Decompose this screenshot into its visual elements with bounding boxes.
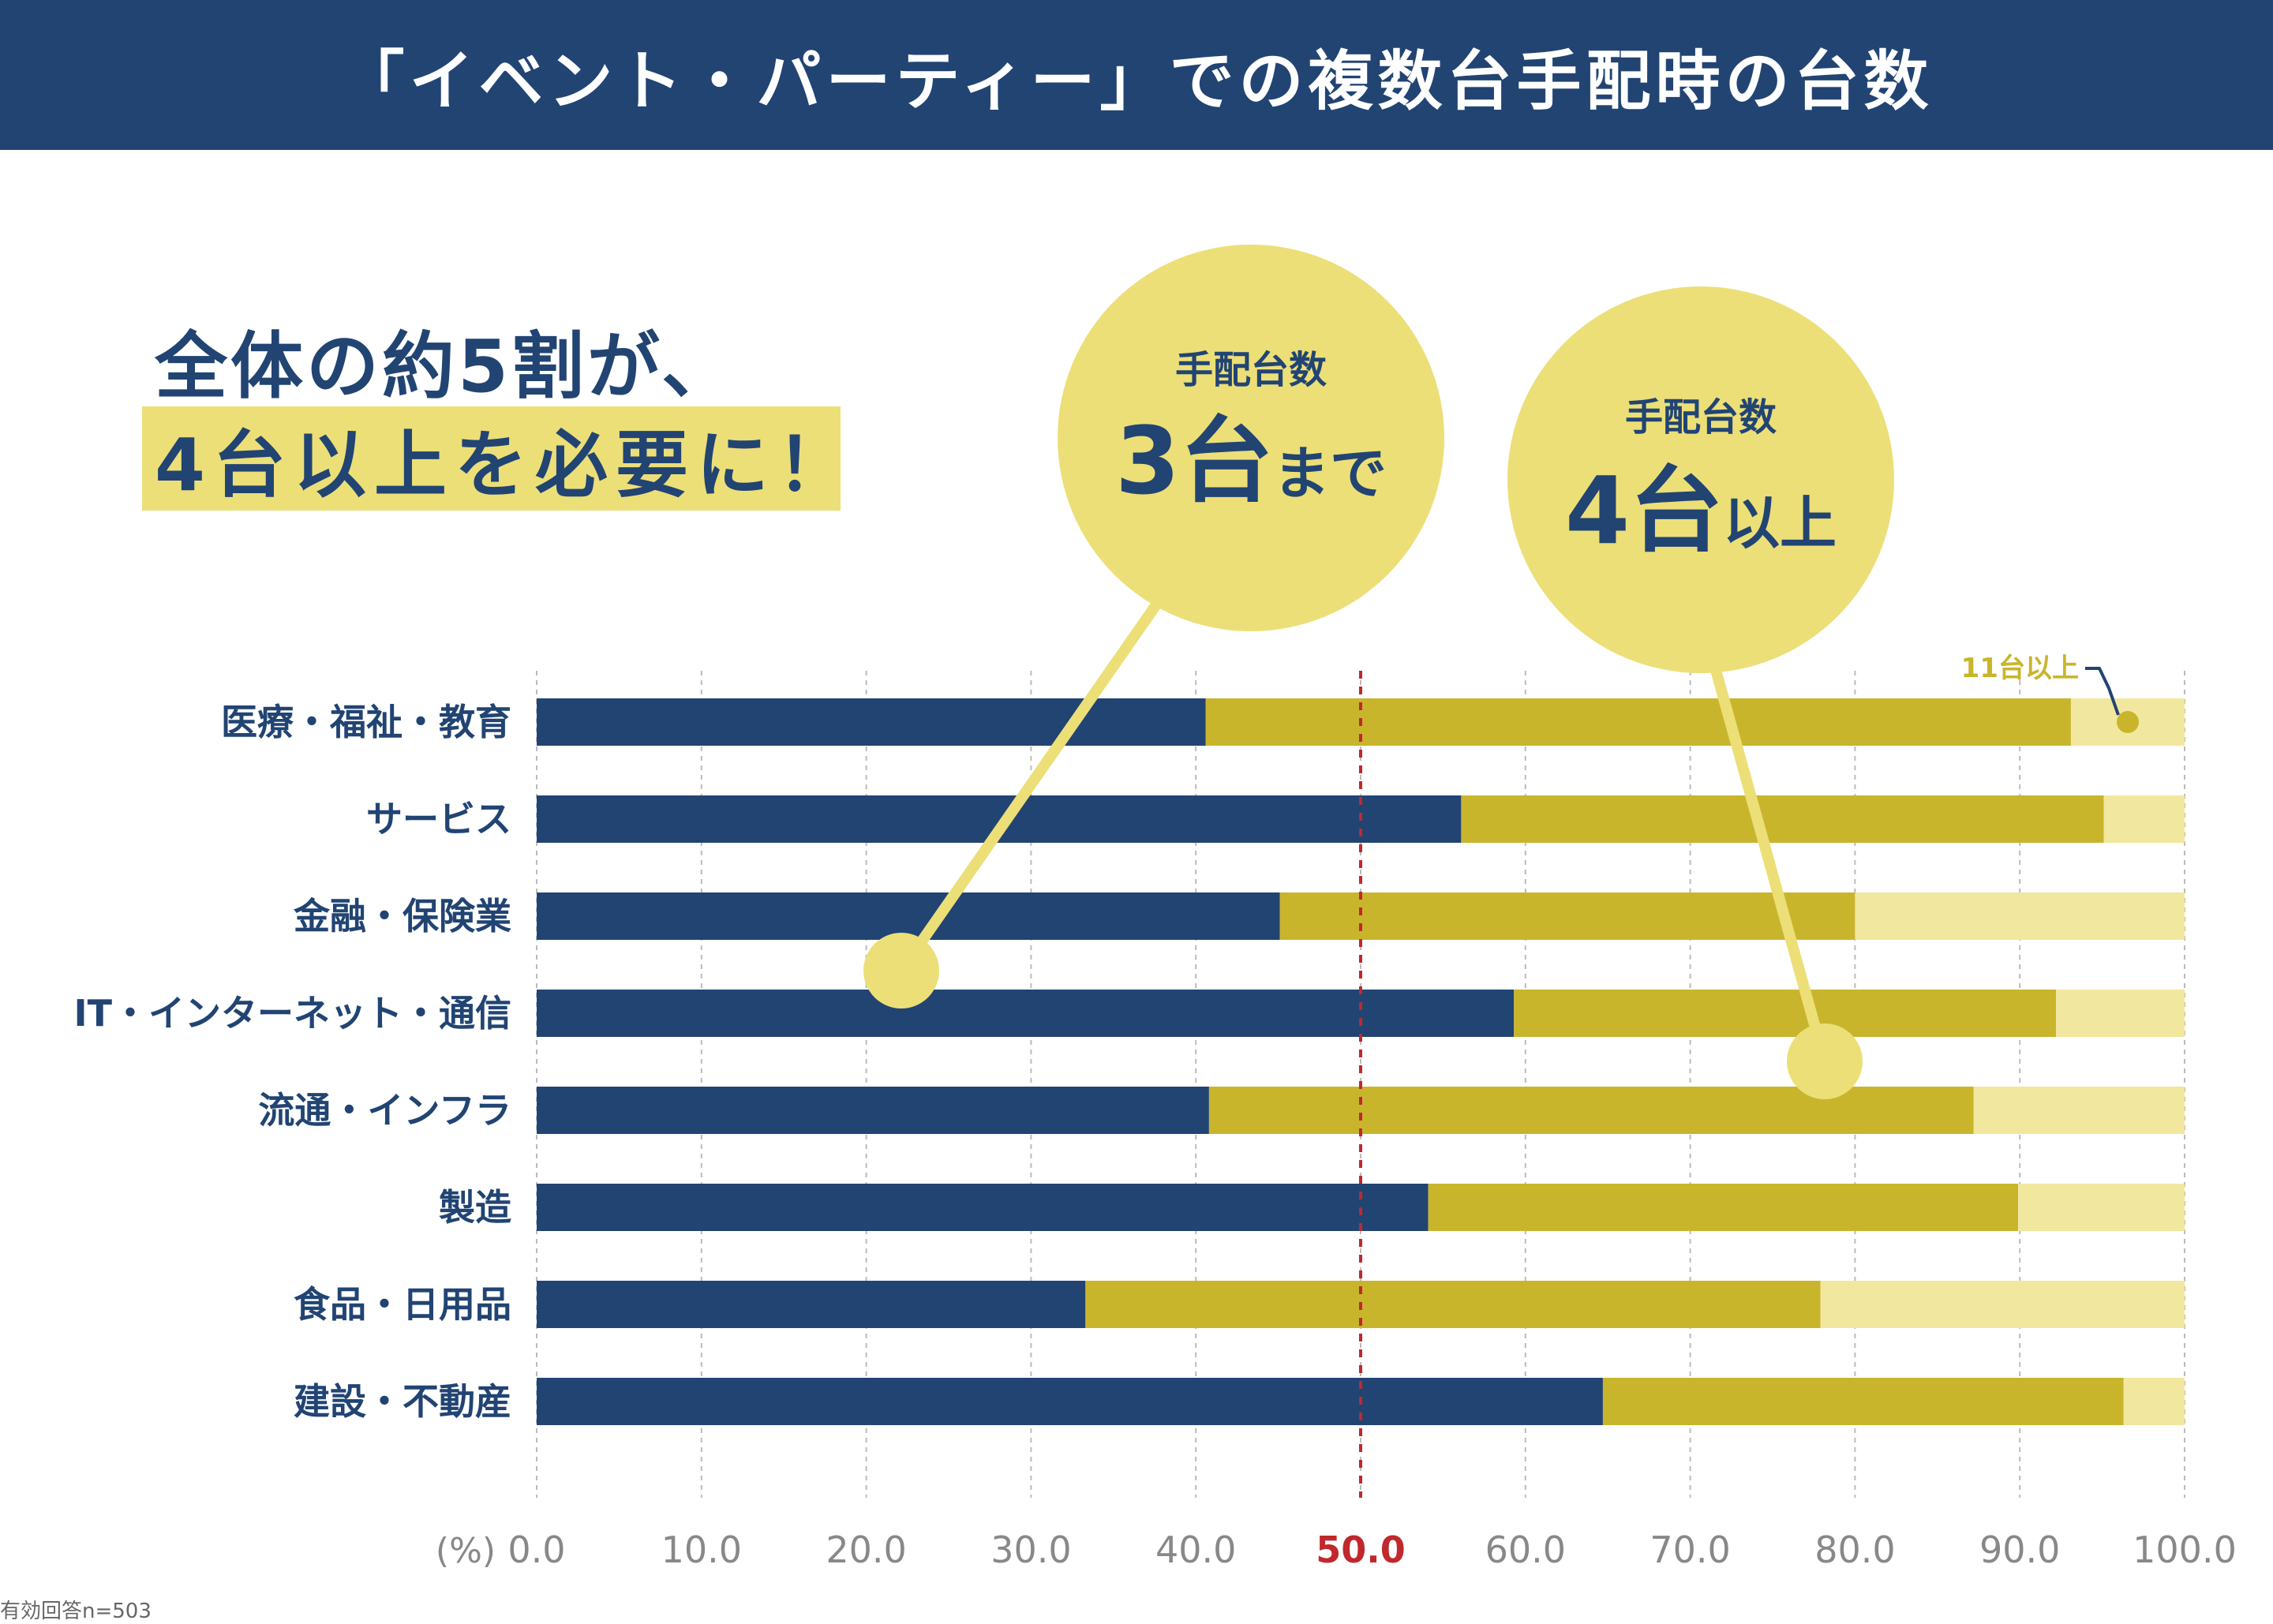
bubble-right-pointer-dot <box>1787 1023 1863 1099</box>
x-tick-label: 50.0 <box>1316 1529 1406 1571</box>
bubble-left-main-number: 3台 <box>1115 406 1273 515</box>
bar-segment-1 <box>537 1087 1209 1134</box>
bar-segment-2 <box>1208 1087 1974 1134</box>
bubble-right-top-label: 手配台数 <box>1625 395 1777 440</box>
bar-segment-1 <box>537 1281 1086 1328</box>
bar-segment-2 <box>1514 990 2057 1037</box>
x-tick-label: 70.0 <box>1650 1529 1730 1571</box>
headline-line-2: 4台以上を必要に！ <box>142 406 849 511</box>
category-label: 建設・不動産 <box>294 1380 511 1423</box>
bar-segment-2 <box>1085 1281 1821 1328</box>
bar-segment-2 <box>1428 1184 2019 1231</box>
bubble-right-pointer <box>1709 659 1830 1067</box>
x-tick-label: 100.0 <box>2133 1529 2237 1571</box>
x-tick-label: 30.0 <box>990 1529 1071 1571</box>
bubble-left-pointer <box>896 596 1164 976</box>
bar-segment-3 <box>1820 1281 2185 1328</box>
x-axis-ticks: (%) 0.0 10.0 20.0 30.0 40.0 50.0 60.0 70.0 80.0 9… <box>436 1529 2237 1571</box>
bar-segment-3 <box>1973 1087 2185 1134</box>
x-tick-label: 10.0 <box>661 1529 742 1571</box>
category-label: 流通・インフラ <box>258 1089 511 1132</box>
bubble-left-suffix: まで <box>1273 440 1387 507</box>
bar-segment-3 <box>2056 990 2185 1037</box>
bar-segment-3 <box>1855 892 2185 940</box>
bar-segment-2 <box>1602 1378 2124 1425</box>
x-tick-label: 20.0 <box>826 1529 906 1571</box>
x-tick-label: 80.0 <box>1814 1529 1895 1571</box>
annotation-11-plus-leader <box>2085 667 2120 716</box>
page-title: 「イベント・パーティー」での複数台手配時の台数 <box>0 0 2273 150</box>
bubble-left-pointer-dot <box>863 933 939 1008</box>
bubble-right-suffix: 以上 <box>1723 490 1837 556</box>
category-label: 食品・日用品 <box>294 1283 511 1326</box>
bar-segment-1 <box>537 990 1515 1037</box>
x-tick-label: 90.0 <box>1979 1529 2060 1571</box>
annotation-11-plus-label: 11台以上 <box>1961 653 2079 684</box>
bar-segment-1 <box>537 1378 1603 1425</box>
bubble-right <box>1507 286 1894 673</box>
x-tick-label: 40.0 <box>1155 1529 1236 1571</box>
bubble-left-main-label: 3台まで <box>1115 406 1387 515</box>
category-label: 金融・保険業 <box>293 895 511 937</box>
bar-segment-2 <box>1279 892 1855 940</box>
category-label: IT・インターネット・通信 <box>74 992 512 1035</box>
annotation-11-plus-dot <box>2117 711 2139 733</box>
bars <box>537 698 2185 1425</box>
bar-segment-1 <box>537 1184 1429 1231</box>
bar-segment-1 <box>537 698 1206 746</box>
bubble-right-main-label: 4台以上 <box>1565 456 1837 565</box>
bar-segment-3 <box>2123 1378 2185 1425</box>
bar-segment-2 <box>1205 698 2071 746</box>
bubble-left <box>1058 245 1444 631</box>
x-axis-unit-label: (%) <box>436 1531 496 1571</box>
bubble-right-main-number: 4台 <box>1565 456 1723 565</box>
bar-segment-1 <box>537 892 1280 940</box>
bubble-left-top-label: 手配台数 <box>1175 348 1327 392</box>
bar-segment-3 <box>2018 1184 2185 1231</box>
footnote: 有効回答n=503 <box>0 1600 152 1623</box>
category-label: サービス <box>366 798 511 840</box>
category-label: 製造 <box>439 1186 511 1229</box>
bar-segment-3 <box>2103 795 2185 843</box>
category-label: 医療・福祉・教育 <box>221 701 511 743</box>
headline-line-1: 全体の約5割が、 <box>155 324 738 409</box>
x-tick-label: 0.0 <box>507 1529 565 1571</box>
bar-segment-2 <box>1461 795 2104 843</box>
x-tick-label: 60.0 <box>1485 1529 1566 1571</box>
